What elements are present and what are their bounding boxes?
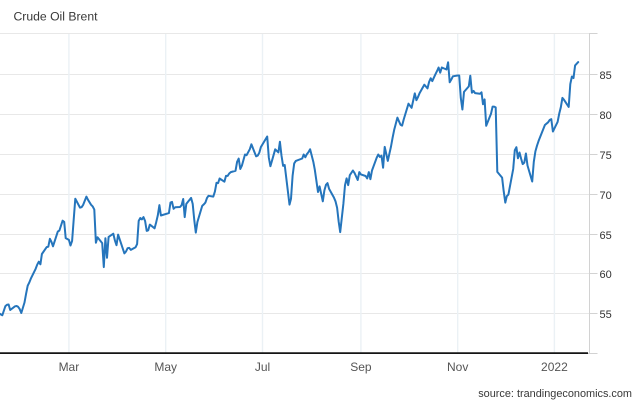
svg-text:80: 80 [600,110,612,122]
svg-text:Crude Oil Brent: Crude Oil Brent [14,10,99,24]
svg-text:60: 60 [600,269,612,281]
svg-text:85: 85 [600,70,612,82]
svg-text:55: 55 [600,309,612,321]
svg-text:2022: 2022 [541,360,568,374]
svg-text:Jul: Jul [255,360,270,374]
svg-text:May: May [154,360,177,374]
svg-text:Mar: Mar [59,360,80,374]
svg-text:70: 70 [600,190,612,202]
svg-text:source: trandingeconomics.com: source: trandingeconomics.com [478,388,632,400]
svg-text:Nov: Nov [447,360,468,374]
svg-text:75: 75 [600,150,612,162]
svg-text:65: 65 [600,230,612,242]
svg-text:Sep: Sep [350,360,372,374]
